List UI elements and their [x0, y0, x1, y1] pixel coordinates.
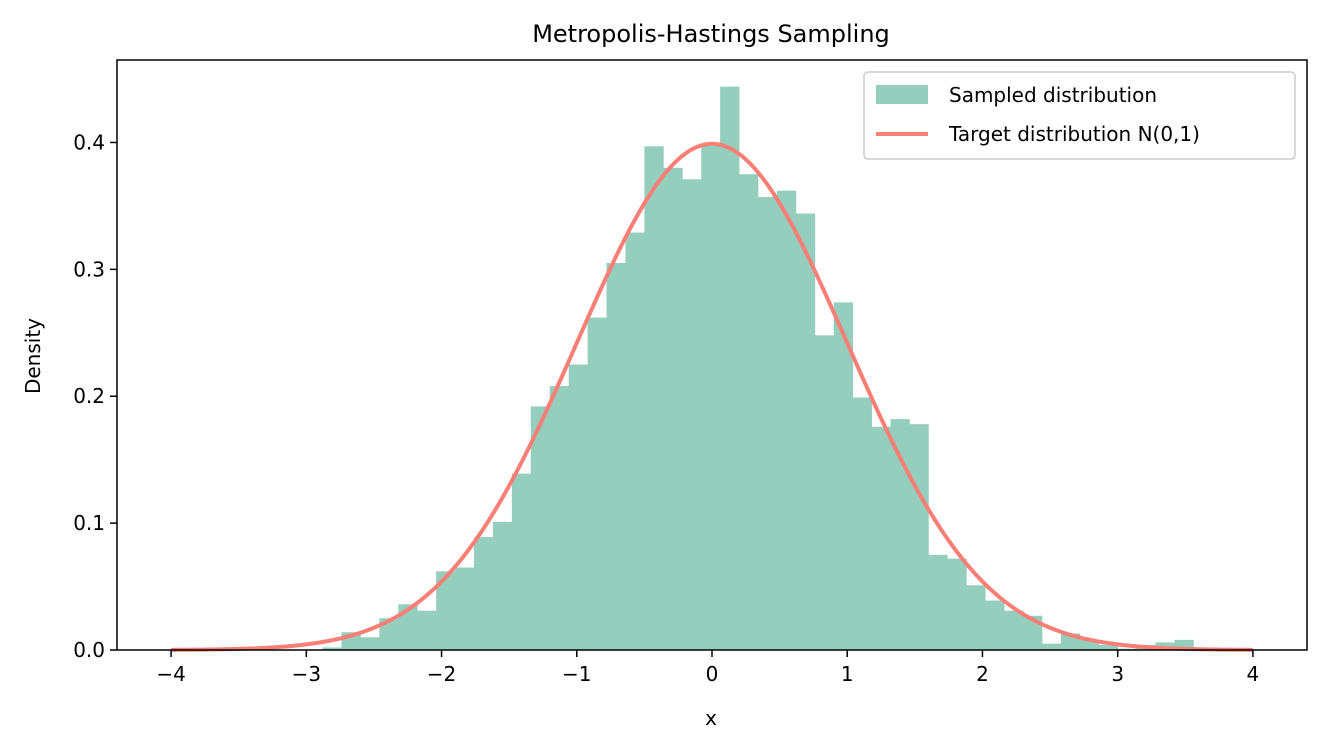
y-tick-label: 0.0 — [73, 638, 105, 662]
histogram-bar — [1079, 639, 1100, 650]
histogram-bar — [663, 167, 683, 650]
histogram-bar — [398, 604, 418, 650]
histogram-bar — [436, 571, 456, 650]
x-axis-ticks: −4 −3 −2 −1 0 1 2 3 4 — [156, 650, 1259, 686]
histogram-bar — [625, 232, 645, 650]
histogram-bar — [606, 263, 626, 650]
legend-label-target: Target distribution N(0,1) — [948, 122, 1200, 146]
target-distribution-line — [171, 141, 1253, 652]
histogram-bar — [1023, 615, 1043, 650]
histogram-bar — [852, 397, 872, 650]
histogram-bar — [776, 190, 797, 650]
x-tick-label: 2 — [976, 662, 989, 686]
histogram-bar — [360, 637, 380, 650]
y-axis-label: Density — [21, 318, 45, 394]
histogram-bar — [455, 567, 475, 650]
histogram-bar — [795, 213, 816, 650]
histogram-bar — [1174, 639, 1194, 650]
histogram-bar — [379, 618, 399, 650]
histogram-bar — [511, 473, 532, 650]
histogram-bar — [492, 521, 513, 650]
histogram-bar — [549, 386, 570, 650]
histogram-bar — [739, 174, 759, 650]
histogram-bar — [1041, 643, 1062, 650]
histogram-bar — [1098, 644, 1119, 650]
target-curve-layer — [171, 141, 1253, 652]
histogram-bar — [701, 143, 721, 651]
histogram-bar — [757, 197, 778, 650]
chart-title: Metropolis-Hastings Sampling — [532, 20, 890, 48]
x-tick-label: 1 — [841, 662, 854, 686]
y-tick-label: 0.1 — [73, 511, 105, 535]
histogram-bar — [947, 558, 967, 650]
x-tick-label: −3 — [292, 662, 321, 686]
y-tick-label: 0.4 — [73, 130, 105, 154]
histogram-bar — [587, 317, 607, 650]
x-tick-label: 4 — [1247, 662, 1260, 686]
histogram-bar — [474, 537, 494, 650]
histogram-bar — [417, 610, 437, 650]
histogram-bar — [644, 146, 664, 650]
legend-swatch-sampled — [876, 85, 928, 104]
y-axis-ticks: 0.0 0.1 0.2 0.3 0.4 — [73, 130, 117, 662]
histogram-bar — [966, 585, 986, 650]
legend: Sampled distribution Target distribution… — [863, 71, 1296, 160]
x-tick-label: −4 — [156, 662, 185, 686]
histogram-bar — [322, 647, 342, 650]
x-tick-label: 0 — [706, 662, 719, 686]
histogram-bar — [890, 419, 910, 650]
histogram-bar — [928, 554, 948, 650]
x-tick-label: −1 — [562, 662, 591, 686]
histogram-bar — [985, 600, 1005, 650]
y-tick-label: 0.3 — [73, 257, 105, 281]
histogram-bar — [814, 335, 835, 650]
y-tick-label: 0.2 — [73, 384, 105, 408]
histogram-bar — [1004, 610, 1024, 650]
legend-label-sampled: Sampled distribution — [949, 83, 1157, 107]
histogram-bar — [833, 302, 854, 650]
x-axis-label: x — [705, 706, 717, 730]
legend-box — [863, 71, 1296, 160]
histogram-bar — [871, 426, 891, 650]
x-tick-label: 3 — [1111, 662, 1124, 686]
histogram-bar — [568, 364, 588, 650]
histogram-bar — [530, 406, 551, 650]
histogram-bar — [720, 86, 740, 650]
histogram-bar — [682, 179, 702, 650]
histogram-bars — [322, 86, 1194, 651]
histogram-bar — [909, 424, 929, 650]
x-tick-label: −2 — [427, 662, 456, 686]
